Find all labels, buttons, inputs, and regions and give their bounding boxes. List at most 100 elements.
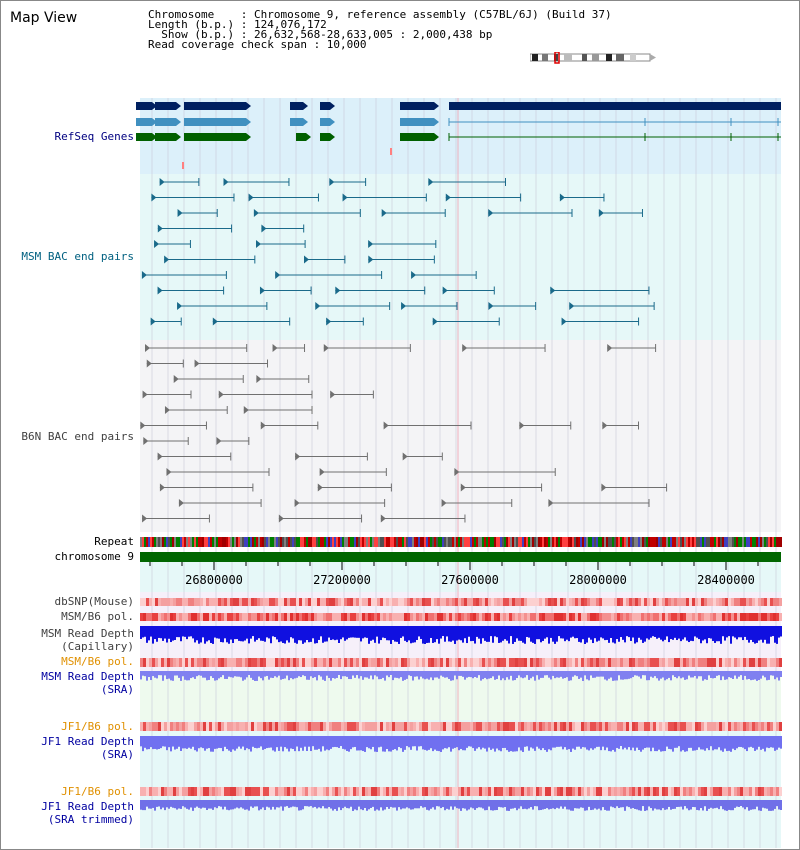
msm-sra-depth-bar [516,671,518,679]
msm-pol-cell [308,613,311,621]
jf1-pol-cell [404,722,407,731]
repeat-element [662,537,664,547]
jf1-pol2-cell [245,787,248,796]
jf1-pol2-cell [179,787,182,796]
msm-sra-depth-bar [714,671,716,678]
b6n-bac-pair-end [157,452,163,461]
jf1-sra-depth-bar [270,736,272,748]
jf1-trimmed-depth-bar [342,800,344,809]
repeat-element [242,537,244,547]
jf1-pol2-cell [209,787,212,796]
msm-pol2-cell [746,658,749,667]
track-label-msm-depth-sra[interactable]: MSM Read Depth [41,670,134,683]
jf1-trimmed-depth-bar [150,800,152,809]
jf1-sra-depth-bar [760,736,762,750]
jf1-pol-cell [461,722,464,731]
track-label-msm-b6-pol-1[interactable]: MSM/B6 pol. [61,610,134,623]
msm-pol2-cell [515,658,518,667]
jf1-sra-depth-bar [642,736,644,750]
jf1-sra-depth-bar [768,736,770,749]
repeat-element [690,537,692,547]
msm-pol-cell [503,613,506,621]
jf1-sra-depth-bar [272,736,274,751]
jf1-trimmed-depth-bar [160,800,162,810]
msm-sra-depth-bar [240,671,242,678]
jf1-sra-depth-bar [392,736,394,750]
repeat-element [144,537,146,547]
jf1-trimmed-depth-bar [318,800,320,808]
track-label-chromosome[interactable]: chromosome 9 [54,550,134,563]
jf1-trimmed-depth-bar [236,800,238,808]
repeat-element [774,537,776,547]
msm-pol-cell [362,613,365,621]
track-label-jf1-b6-pol-1[interactable]: JF1/B6 pol. [61,720,134,733]
msm-pol2-cell [755,658,758,667]
jf1-sra-depth-bar [650,736,652,752]
repeat-element [734,537,736,547]
msm-capillary-depth-bar [474,626,476,644]
track-label-msm-bac[interactable]: MSM BAC end pairs [21,250,134,263]
jf1-pol2-cell [584,787,587,796]
jf1-trimmed-depth-bar [404,800,406,809]
msm-pol2-cell [374,658,377,667]
jf1-pol-cell [365,722,368,731]
msm-capillary-depth-bar [210,626,212,643]
msm-pol-cell [182,613,185,621]
jf1-pol-cell [233,722,236,731]
jf1-pol-cell [170,722,173,731]
jf1-sra-depth-bar [590,736,592,749]
jf1-trimmed-depth-bar [454,800,456,807]
msm-sra-depth-bar [692,671,694,678]
msm-capillary-depth-bar [742,626,744,641]
track-label-repeat[interactable]: Repeat [94,535,134,548]
jf1-pol-cell [605,722,608,731]
msm-pol-cell [689,613,692,621]
track-label-msm-depth-capillary[interactable]: MSM Read Depth [41,627,134,640]
jf1-pol-cell [440,722,443,731]
msm-capillary-depth-bar [780,626,782,637]
track-label-jf1-depth-trimmed[interactable]: JF1 Read Depth [41,800,134,813]
repeat-element [480,537,482,547]
msm-capillary-depth-bar [620,626,622,638]
repeat-element [494,537,496,547]
repeat-element [520,537,522,547]
jf1-trimmed-depth-bar [158,800,160,807]
msm-capillary-depth-bar [524,626,526,644]
msm-sra-depth-bar [408,671,410,676]
track-label-msm-b6-pol-2[interactable]: MSM/B6 pol. [61,655,134,668]
repeat-element [658,537,660,547]
msm-pol-cell [683,613,686,621]
msm-sra-depth-bar [274,671,276,677]
jf1-sra-depth-bar [728,736,730,751]
msm-sra-depth-bar [204,671,206,678]
track-label-refseq-genes[interactable]: RefSeq Genes [54,130,134,143]
jf1-pol-cell [209,722,212,731]
track-label-b6n-bac[interactable]: B6N BAC end pairs [21,430,134,443]
msm-sra-depth-bar [224,671,226,679]
jf1-pol2-cell [650,787,653,796]
msm-pol-cell [476,613,479,621]
msm-pol-cell [146,613,149,621]
msm-pol-cell [509,613,512,621]
msm-capillary-depth-bar [668,626,670,643]
msm-pol2-cell [551,658,554,667]
jf1-sra-depth-bar [440,736,442,752]
track-label-dbsnp[interactable]: dbSNP(Mouse) [54,595,134,608]
jf1-pol2-cell [761,787,764,796]
dbsnp-cell [527,598,530,606]
msm-sra-depth-bar [418,671,420,680]
jf1-sra-depth-bar [292,736,294,749]
jf1-pol-cell [191,722,194,731]
msm-capillary-depth-bar [518,626,520,641]
dbsnp-cell [389,598,392,606]
track-label-jf1-depth-sra[interactable]: JF1 Read Depth [41,735,134,748]
jf1-pol2-cell [338,787,341,796]
gene-exon [400,118,434,126]
repeat-element [148,537,150,547]
track-label-jf1-b6-pol-2[interactable]: JF1/B6 pol. [61,785,134,798]
repeat-element [244,537,246,547]
msm-sra-depth-bar [270,671,272,678]
chromosome-ideogram[interactable] [530,52,656,64]
jf1-sra-depth-bar [606,736,608,748]
